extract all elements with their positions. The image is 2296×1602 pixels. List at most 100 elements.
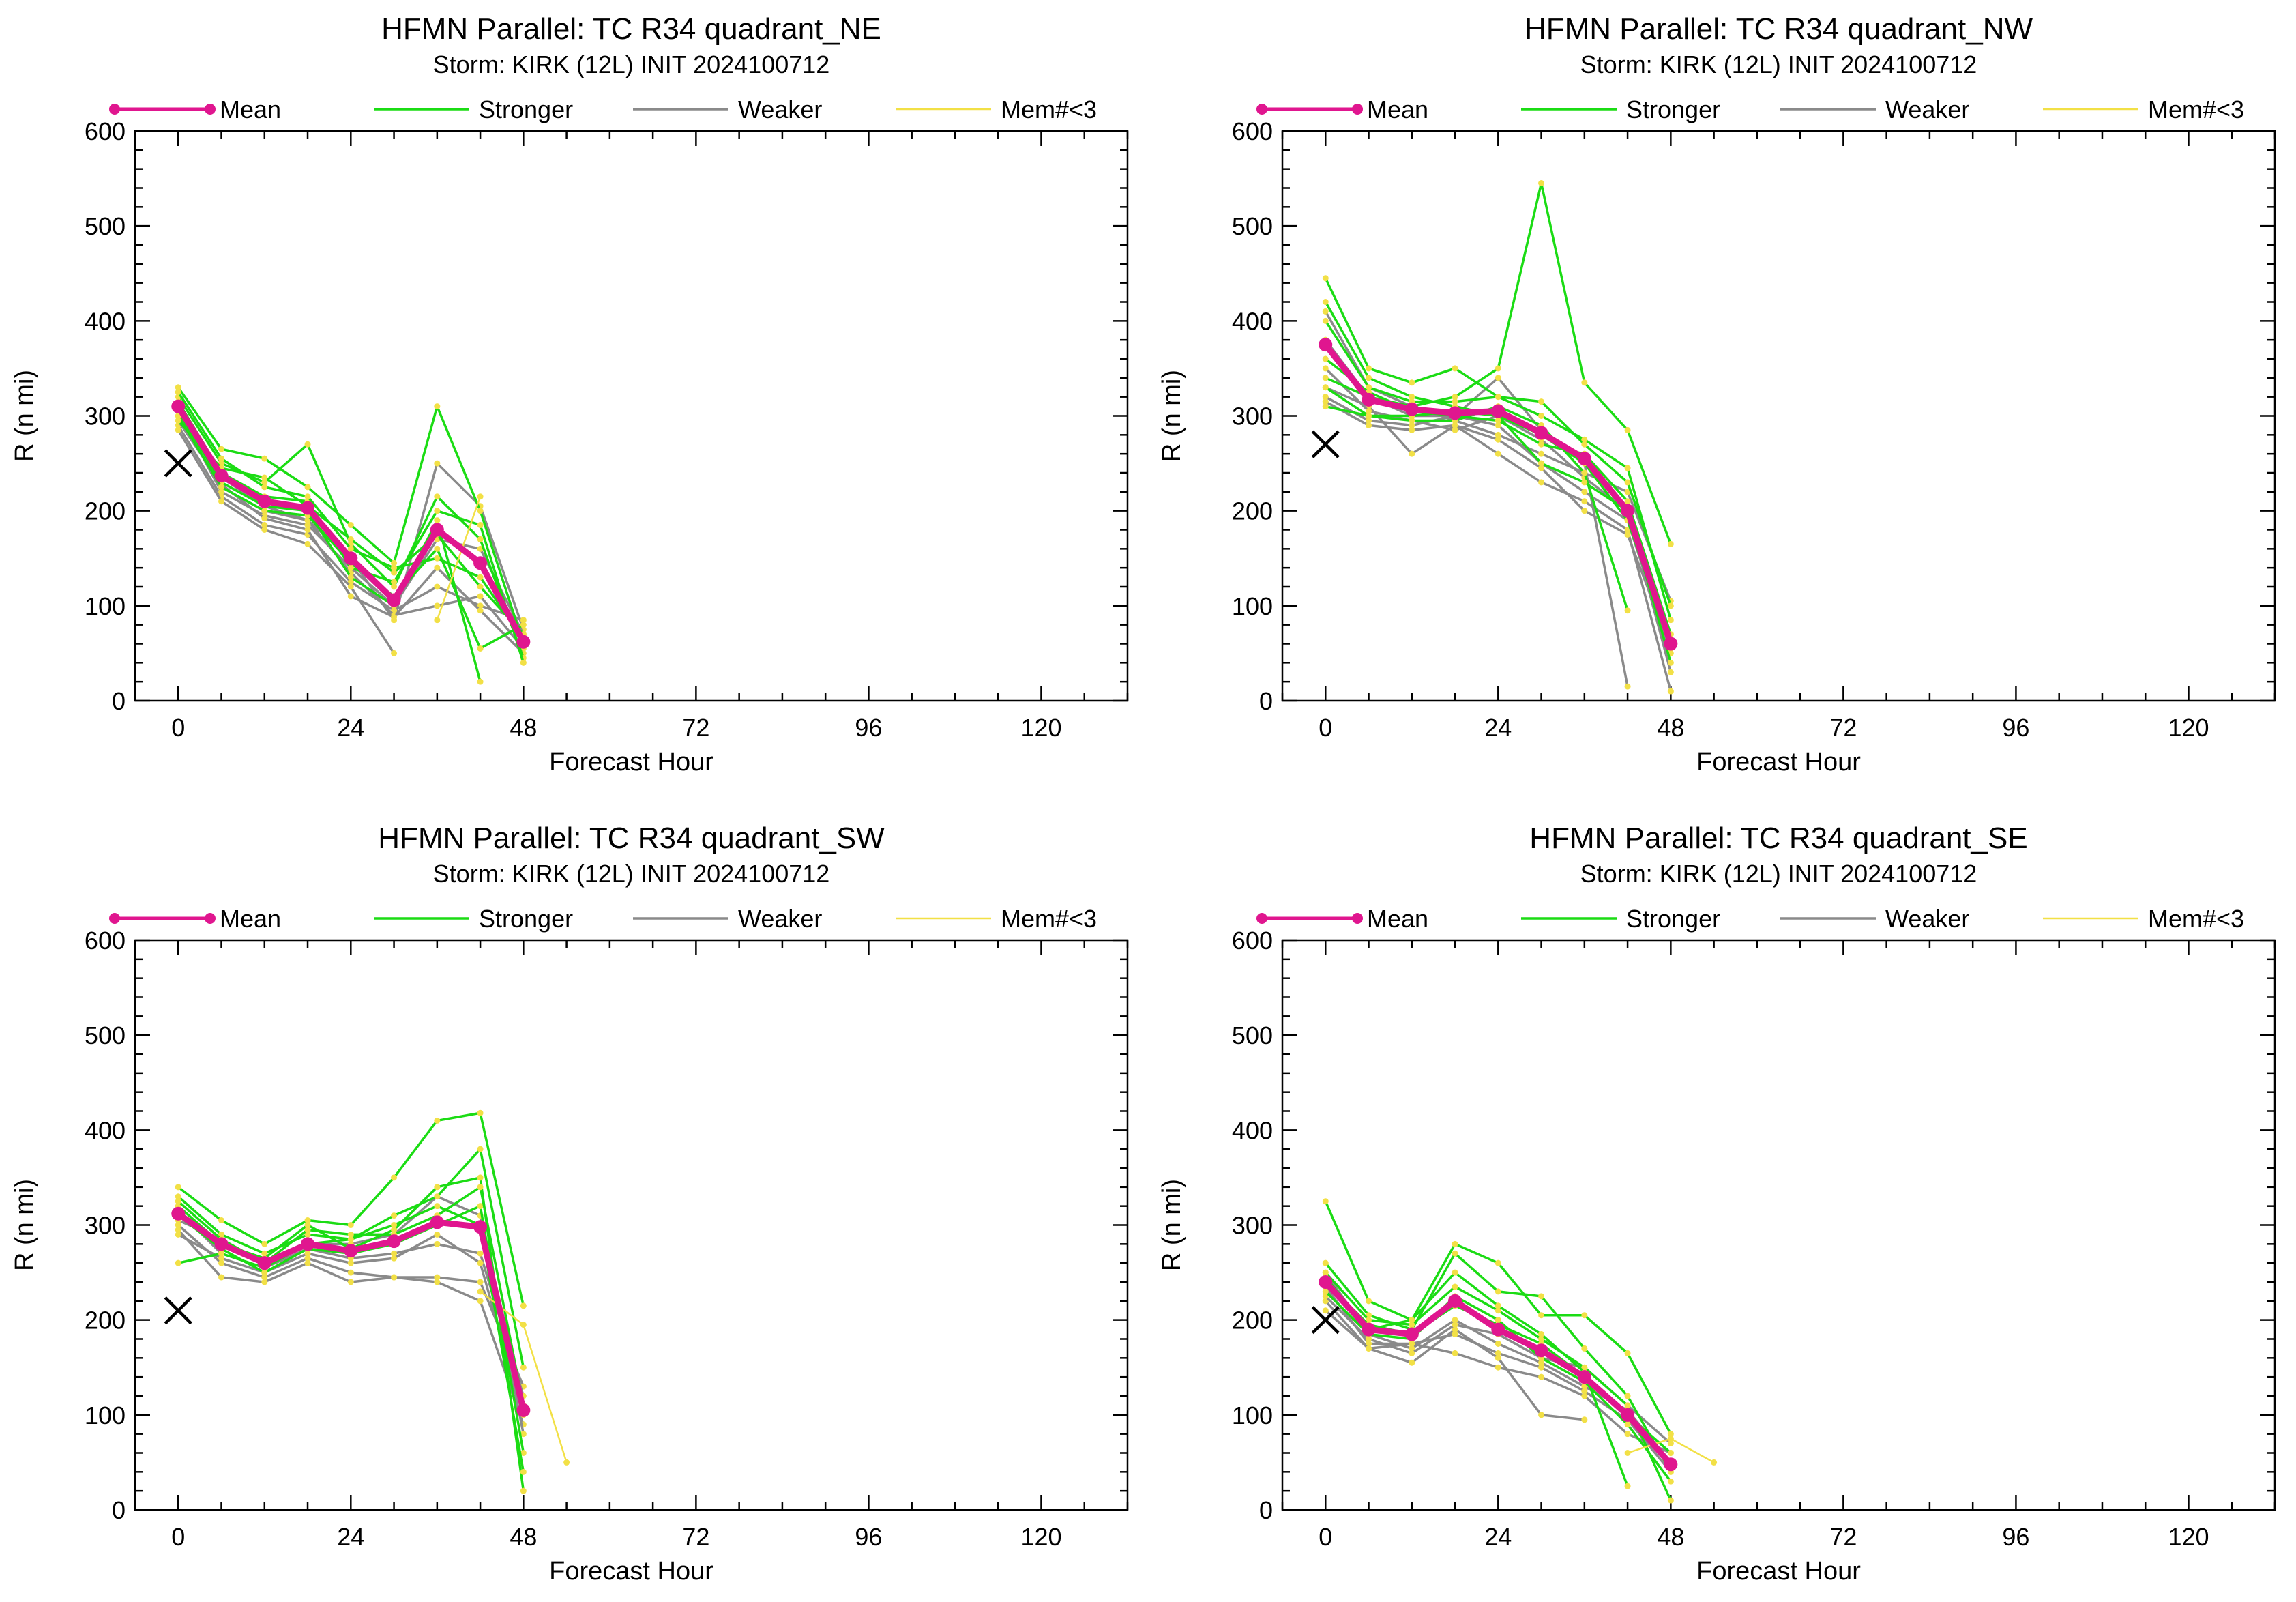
member-point [1581,379,1588,386]
member-point [1409,394,1415,400]
member-point [347,1269,354,1276]
member-point [261,522,268,529]
member-point [1581,508,1588,514]
member-point [1495,1354,1501,1361]
member-point [1667,1497,1674,1504]
member-point [1538,1359,1545,1366]
member-point [347,1259,354,1266]
mean-point [344,1244,358,1258]
member-point [1538,479,1545,486]
legend-label-few_members: Mem#<3 [1001,96,1097,123]
legend-label-few_members: Mem#<3 [1001,905,1097,933]
member-point [261,508,268,514]
x-tick-label: 120 [1020,1523,1061,1551]
member-point [1452,1283,1458,1290]
member-point [261,1250,268,1257]
mean-point [1664,637,1678,651]
member-point [391,607,398,614]
observed-marker [1311,1306,1340,1335]
member-point [1366,422,1372,428]
legend: Mean Stronger Weaker Mem#<3 [1256,905,2244,933]
chart-panel: HFMN Parallel: TC R34 quadrant_SE Storm: … [1158,821,2276,1586]
mean-point [387,593,401,607]
mean-point [1577,452,1591,466]
member-point [304,441,311,448]
member-point [1667,669,1674,675]
member-point [434,403,441,410]
member-point [1581,1345,1588,1352]
mean-point [430,523,444,537]
member-point [347,536,354,542]
x-tick-label: 0 [171,1523,185,1551]
member-point [1409,1350,1415,1356]
member-point [1495,375,1501,381]
observed-marker [164,449,192,478]
member-point [434,564,441,571]
member-point [434,1274,441,1281]
member-point [1581,1388,1588,1395]
member-point [477,493,484,500]
x-axis-label: Forecast Hour [549,748,713,776]
member-line-stronger [177,410,482,682]
member-point [1495,417,1501,424]
member-point [1581,1364,1588,1371]
x-tick-label: 24 [337,1523,364,1551]
member-point [175,384,181,391]
member-point [1322,317,1329,324]
member-point [477,1174,484,1181]
member-point [1452,365,1458,372]
member-point [304,1217,311,1224]
member-point [1452,1350,1458,1356]
x-tick-label: 48 [1657,714,1684,742]
member-point [1667,1450,1674,1456]
mean-point [1448,1294,1462,1308]
member-point [1581,489,1588,495]
member-point [1538,450,1545,457]
member-point [520,1431,527,1438]
member-point [1452,426,1458,433]
member-point [477,583,484,590]
member-point [1624,1402,1631,1409]
member-point [175,389,181,396]
member-point [1366,413,1372,419]
member-point [304,1222,311,1228]
member-point [1538,180,1545,187]
mean-point [1621,504,1635,518]
y-tick-label: 300 [85,403,126,431]
member-point [1495,422,1501,428]
member-point [1538,1373,1545,1380]
chart-subtitle: Storm: KIRK (12L) INIT 2024100712 [433,50,830,78]
member-point [175,426,181,433]
legend: Mean Stronger Weaker Mem#<3 [1256,96,2244,123]
member-point [1624,1421,1631,1428]
legend-marker-mean [205,104,216,115]
member-point [434,1117,441,1124]
legend-label-mean: Mean [1367,905,1428,933]
member-point [1366,375,1372,381]
observed-marker [1311,430,1340,458]
plot-area [1311,1198,1718,1504]
mean-point [1362,1322,1376,1337]
chart-panel: HFMN Parallel: TC R34 quadrant_SW Storm: … [10,821,1129,1586]
member-point [477,1298,484,1305]
member-point [1538,1336,1545,1342]
mean-point [214,1237,229,1251]
x-axis-label: Forecast Hour [549,1557,713,1586]
y-tick-label: 600 [85,117,126,145]
member-point [1495,436,1501,443]
member-point [1409,379,1415,386]
member-point [1667,1436,1674,1442]
member-point [1409,422,1415,428]
member-point [1624,465,1631,471]
member-point [175,1259,181,1266]
plot-area [164,1109,570,1494]
member-point [1495,394,1501,400]
x-tick-label: 96 [855,714,882,742]
y-axis-label: R (n mi) [1158,1179,1186,1271]
member-point [1624,1350,1631,1356]
mean-point [473,556,488,570]
member-point [1322,375,1329,381]
chart-panel: HFMN Parallel: TC R34 quadrant_NW Storm: … [1158,12,2276,776]
legend-marker-mean [205,913,216,924]
member-point [1538,441,1545,448]
